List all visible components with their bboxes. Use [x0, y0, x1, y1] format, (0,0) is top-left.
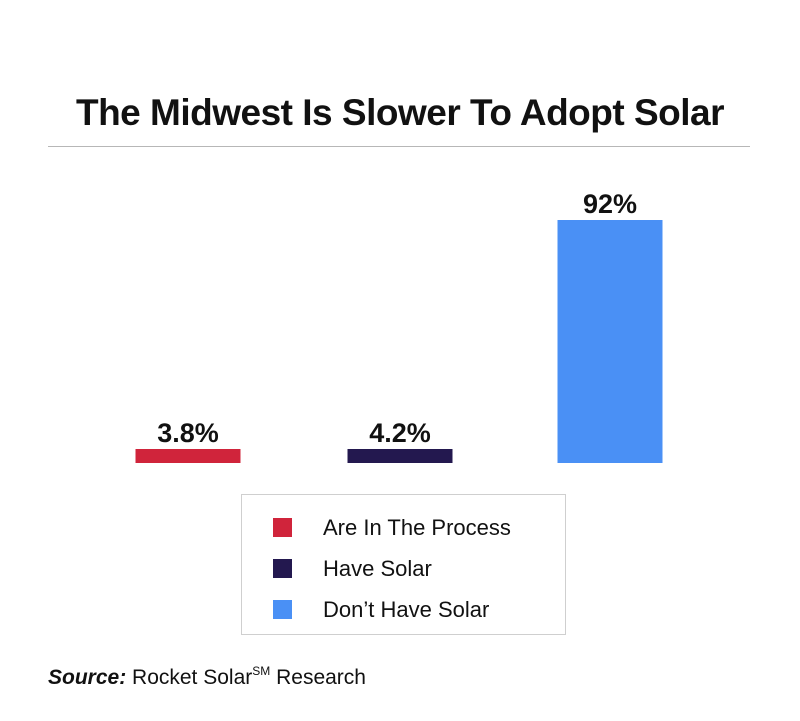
- bar-value-label-2: 4.2%: [369, 418, 431, 448]
- chart-title: The Midwest Is Slower To Adopt Solar: [75, 92, 725, 133]
- legend-item-have-solar: Have Solar: [273, 548, 565, 589]
- legend-swatch: [273, 600, 292, 619]
- bar-value-label-1: 3.8%: [157, 418, 219, 448]
- bar-labels-group: 3.8% 4.2% 92%: [157, 189, 637, 448]
- source-text: Rocket Solar: [132, 666, 253, 689]
- bar-2: [347, 449, 453, 463]
- source-label: Source:: [48, 666, 127, 689]
- legend-item-dont-have-solar: Don’t Have Solar: [273, 589, 565, 630]
- bar-1: [135, 449, 241, 463]
- bar-3: [557, 220, 663, 463]
- legend-label: Don’t Have Solar: [323, 596, 490, 622]
- bar-value-label-3: 92%: [583, 189, 637, 219]
- title-divider: [48, 146, 750, 147]
- legend-item-are-in-the-process: Are In The Process: [273, 507, 565, 548]
- source-suffix: Research: [276, 666, 366, 689]
- legend: Are In The Process Have Solar Don’t Have…: [241, 494, 566, 635]
- legend-label: Have Solar: [323, 555, 432, 581]
- source-note: Source: Rocket SolarSM Research: [48, 664, 366, 690]
- legend-swatch: [273, 559, 292, 578]
- bars-group: [135, 220, 663, 463]
- legend-label: Are In The Process: [323, 514, 511, 540]
- legend-swatch: [273, 518, 292, 537]
- service-mark: SM: [252, 664, 271, 678]
